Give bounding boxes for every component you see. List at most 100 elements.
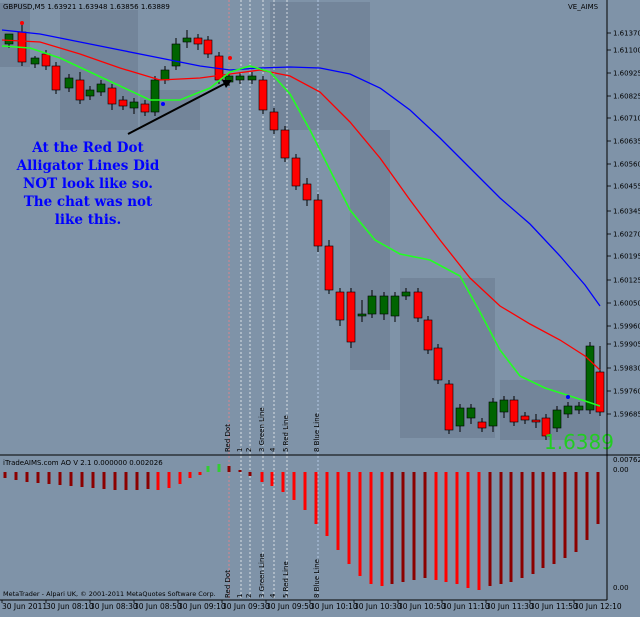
teeth-line-red: [1, 39, 601, 371]
ao-bar: [499, 472, 503, 584]
price-label: 1.60270: [613, 231, 640, 239]
candle-body: [357, 313, 367, 317]
ao-bar: [434, 472, 438, 580]
time-label: 30 Jun 09:10: [178, 602, 226, 611]
annotation-line: like this.: [55, 212, 121, 228]
annotation-line: At the Red Dot: [31, 140, 144, 156]
blue-dot: [566, 395, 570, 399]
time-label: 30 Jun 08:10: [46, 602, 94, 611]
ao-bar: [380, 472, 384, 586]
ao-bar: [455, 472, 459, 584]
time-label: 30 Jun 11:10: [442, 602, 490, 611]
candle-body: [41, 53, 51, 67]
candle-body: [258, 79, 268, 111]
price-label: 1.60050: [613, 300, 640, 308]
candle-body: [140, 103, 150, 113]
candle-body: [346, 291, 356, 343]
candle-body: [64, 77, 74, 89]
jaw-line-blue: [1, 29, 601, 307]
indicator-axis-label: 0.00: [613, 466, 629, 474]
candle-body: [499, 399, 509, 413]
ao-bar: [444, 472, 448, 582]
shaded-band: [350, 130, 390, 370]
candle-body: [595, 371, 605, 413]
time-label: 30 Jun 12:10: [574, 602, 622, 611]
price-label: 1.59960: [613, 323, 640, 331]
ao-histogram: [3, 464, 600, 590]
ao-bar: [3, 472, 7, 478]
candle-body: [203, 39, 213, 55]
annotation-line: NOT look like so.: [23, 176, 153, 192]
vertical-labels-lower: Red Dot 1 2 3 Green Line 4 5 Red Line 8 Blue L…: [224, 553, 321, 598]
ao-bar: [596, 472, 600, 524]
signal-dots: [20, 21, 570, 399]
candle-body: [585, 345, 595, 411]
time-label: 30 Jun 09:30: [222, 602, 270, 611]
ao-bar: [336, 472, 340, 550]
time-label: 30 Jun 11:50: [530, 602, 578, 611]
ao-bar: [488, 472, 492, 586]
time-label: 30 Jun 09:50: [266, 602, 314, 611]
ao-bar: [36, 472, 40, 483]
indicator-axis: 0.00762 0.00 0.00: [613, 456, 640, 592]
time-label: 30 Jun 08:30: [90, 602, 138, 611]
candle-body: [466, 407, 476, 419]
vertical-label: 8 Blue Line: [313, 413, 321, 452]
vertical-labels: Red Dot 1 2 3 Green Line 4 5 Red Line 8 Blue L…: [224, 407, 321, 452]
time-label: 30 Jun 10:30: [354, 602, 402, 611]
red-dot: [20, 21, 24, 25]
candle-body: [129, 101, 139, 109]
ao-bar: [238, 470, 242, 472]
ao-bar: [325, 472, 329, 536]
ao-bar: [390, 472, 394, 584]
indicator-axis-label: 0.00762: [613, 456, 640, 464]
ao-bar: [14, 472, 18, 480]
vertical-label: 3 Green Line: [258, 553, 266, 598]
candle-body: [118, 99, 128, 107]
candle-body: [574, 405, 584, 411]
price-axis: 1.61370 1.61100 1.60925 1.60825 1.60710 1.606…: [607, 30, 640, 419]
price-label: 1.61100: [613, 47, 640, 55]
ao-bar: [509, 472, 513, 582]
ao-bar: [270, 472, 274, 486]
candle-body: [302, 183, 312, 201]
ao-bar: [135, 472, 139, 490]
ao-bar: [178, 472, 182, 484]
candle-body: [477, 421, 487, 429]
price-label: 1.61370: [613, 30, 640, 38]
price-label: 1.60925: [613, 70, 640, 78]
ao-bar: [466, 472, 470, 588]
time-label: 30 Jun 10:10: [310, 602, 358, 611]
candle-body: [75, 79, 85, 101]
ao-bar: [167, 472, 171, 488]
ao-bar: [198, 472, 202, 475]
ao-bar: [552, 472, 556, 564]
time-label: 30 Jun 11:30: [486, 602, 534, 611]
vertical-label: 4: [269, 593, 277, 598]
ao-bar: [217, 464, 221, 472]
ao-bar: [412, 472, 416, 580]
ao-bar: [58, 472, 62, 485]
ao-bar: [585, 472, 589, 540]
candle-body: [235, 75, 245, 81]
price-label: 1.60825: [613, 93, 640, 101]
candle-body: [269, 111, 279, 131]
footer-copyright: MetaTrader - Alpari UK, © 2001-2011 Meta…: [3, 590, 216, 598]
price-label: 1.59830: [613, 365, 640, 373]
ao-bar: [423, 472, 427, 578]
ao-bar: [69, 472, 73, 486]
price-label: 1.60710: [613, 115, 640, 123]
time-label: 30 Jun 10:50: [398, 602, 446, 611]
ao-bar: [188, 472, 192, 478]
red-dot: [228, 56, 232, 60]
indicator-label: VE_AIMS: [568, 3, 599, 11]
candle-body: [160, 69, 170, 81]
candle-body: [541, 417, 551, 437]
candle-body: [552, 409, 562, 429]
ao-bar: [281, 472, 285, 492]
ao-bar: [574, 472, 578, 552]
blue-dot: [161, 102, 165, 106]
annotation-text: At the Red Dot Alligator Lines Did NOT l…: [16, 140, 160, 228]
